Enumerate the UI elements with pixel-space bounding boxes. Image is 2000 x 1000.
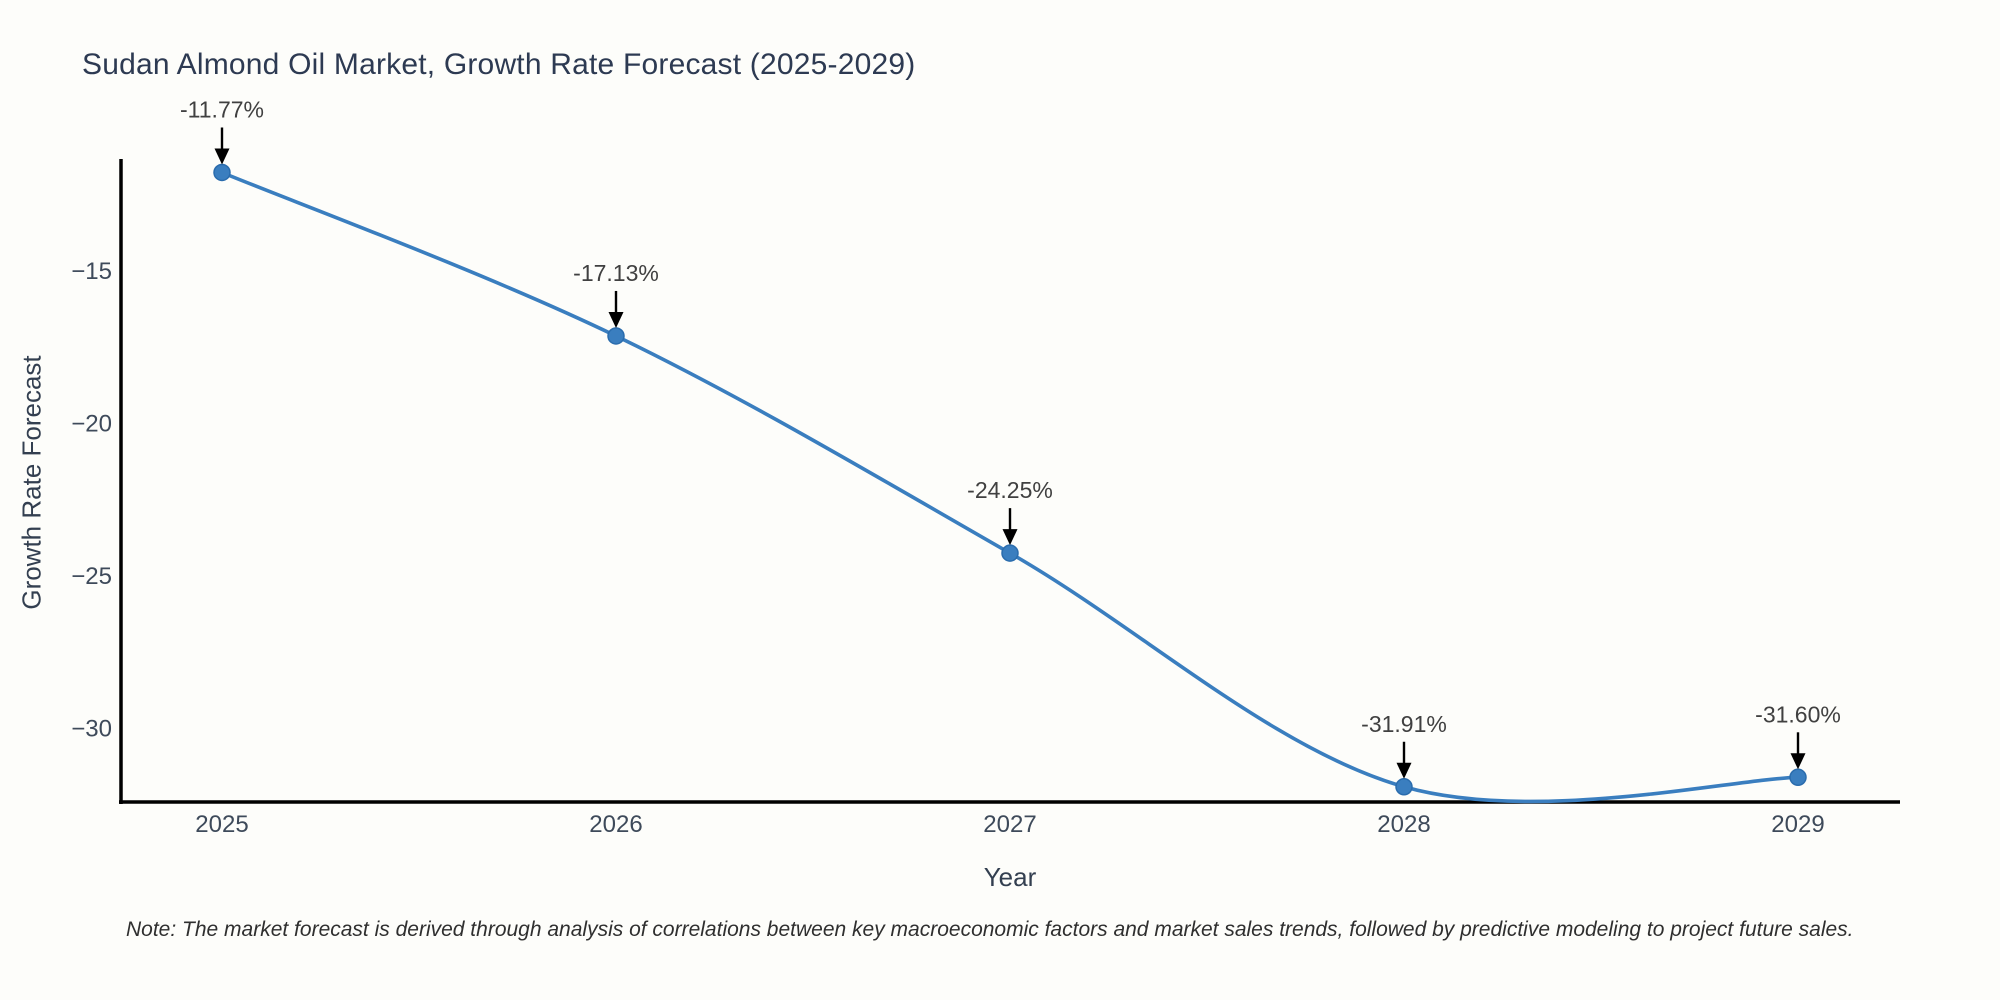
annotation-arrowhead-icon (1790, 753, 1806, 770)
annotation-arrowhead-icon (608, 311, 624, 328)
x-tick-label: 2025 (195, 811, 248, 838)
annotation-label: -31.91% (1361, 711, 1447, 737)
annotation-label: -24.25% (967, 477, 1053, 503)
y-tick-label: −15 (71, 258, 112, 285)
x-tick-label: 2027 (983, 811, 1036, 838)
data-point-marker[interactable] (1001, 544, 1019, 562)
annotation-arrowhead-icon (1396, 762, 1412, 779)
y-tick-label: −20 (71, 411, 112, 438)
chart-title: Sudan Almond Oil Market, Growth Rate For… (82, 48, 916, 81)
y-tick-label: −25 (71, 563, 112, 590)
y-axis-title: Growth Rate Forecast (16, 355, 47, 610)
x-tick-label: 2026 (589, 811, 642, 838)
data-point-marker[interactable] (1395, 778, 1413, 796)
annotation-arrowhead-icon (214, 148, 230, 165)
data-point-marker[interactable] (213, 163, 231, 182)
x-axis-title: Year (983, 862, 1037, 892)
data-point-marker[interactable] (607, 327, 625, 345)
annotation-label: -11.77% (180, 96, 264, 122)
annotation-arrowhead-icon (1002, 529, 1018, 546)
y-tick-label: −30 (71, 716, 112, 743)
x-tick-label: 2029 (1771, 811, 1824, 838)
x-tick-label: 2028 (1377, 811, 1430, 838)
chart-footnote: Note: The market forecast is derived thr… (126, 918, 1854, 941)
data-point-marker[interactable] (1789, 768, 1807, 787)
annotation-label: -31.60% (1755, 701, 1841, 727)
annotation-label: -17.13% (573, 260, 659, 286)
